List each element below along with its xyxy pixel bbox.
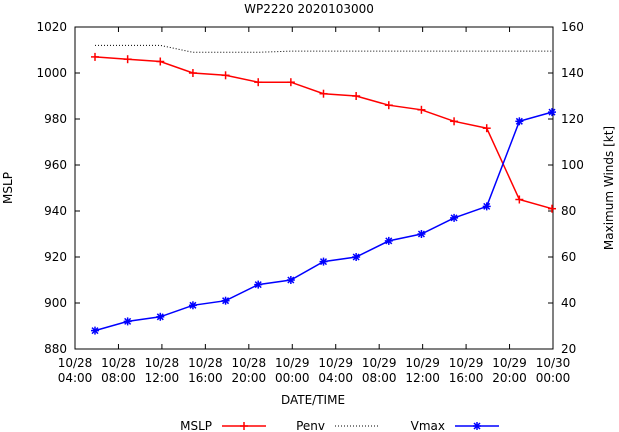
data-point-vmax [417, 230, 426, 238]
data-point-mslp [221, 71, 230, 80]
data-point-mslp [254, 78, 263, 87]
plot-frame [74, 26, 554, 350]
data-point-vmax [515, 117, 524, 126]
series-layer [91, 44, 556, 335]
legend-label-mslp: MSLP [180, 419, 212, 432]
data-point-mslp [548, 204, 556, 213]
x-tick-label-time: 20:00 [492, 371, 527, 385]
x-tick-label-date: 10/28 [188, 356, 223, 370]
data-point-mslp [91, 52, 99, 61]
x-tick-label-time: 00:00 [275, 371, 310, 385]
y-axis-label-left: MSLP [1, 172, 15, 204]
x-tick-label-time: 04:00 [318, 371, 353, 385]
x-tick-label-date: 10/28 [58, 356, 93, 370]
y-tick-label-right: 80 [561, 204, 576, 218]
data-point-mslp [417, 105, 426, 114]
y-tick-label-left: 940 [44, 204, 67, 218]
data-point-vmax [123, 317, 132, 326]
y-tick-label-right: 60 [561, 250, 576, 264]
x-tick-label-date: 10/29 [449, 356, 484, 370]
x-tick-label-time: 16:00 [188, 371, 223, 385]
series-line-penv [95, 44, 552, 53]
y-tick-label-left: 900 [44, 296, 67, 310]
x-tick-label-time: 00:00 [536, 371, 571, 385]
x-tick-label-time: 04:00 [58, 371, 93, 385]
x-tick-label-date: 10/29 [362, 356, 397, 370]
y-tick-label-left: 980 [44, 112, 67, 126]
y-tick-label-left: 1020 [36, 20, 67, 34]
y-tick-label-right: 160 [561, 20, 584, 34]
x-tick-label-time: 08:00 [362, 371, 397, 385]
x-tick-label-date: 10/29 [275, 356, 310, 370]
x-tick-label-time: 16:00 [449, 371, 484, 385]
data-point-vmax [352, 253, 361, 261]
series-line-mslp [94, 56, 553, 210]
data-point-vmax [482, 202, 491, 211]
y-tick-label-right: 20 [561, 342, 576, 356]
data-point-vmax [254, 280, 263, 289]
y-tick-label-right: 140 [561, 66, 584, 80]
y-axis-label-right: Maximum Winds [kt] [602, 126, 616, 250]
data-point-mslp [384, 101, 393, 110]
data-point-vmax [319, 257, 328, 266]
data-point-vmax [156, 312, 165, 321]
axis-ticks: 10/2804:0010/2808:0010/2812:0010/2816:00… [36, 20, 583, 385]
y-tick-label-right: 40 [561, 296, 576, 310]
data-point-mslp [156, 57, 165, 66]
x-tick-label-date: 10/28 [101, 356, 136, 370]
data-point-mslp [352, 92, 361, 100]
data-point-vmax [91, 326, 99, 335]
y-tick-label-left: 920 [44, 250, 67, 264]
data-point-vmax [384, 236, 393, 245]
x-tick-label-date: 10/28 [232, 356, 267, 370]
x-axis-label: DATE/TIME [281, 393, 345, 407]
data-point-mslp [286, 78, 295, 87]
data-point-vmax [221, 296, 230, 305]
data-point-mslp [319, 89, 328, 98]
x-tick-label-date: 10/28 [145, 356, 180, 370]
x-tick-label-time: 08:00 [101, 371, 136, 385]
data-point-mslp [482, 124, 491, 133]
x-tick-label-time: 20:00 [232, 371, 267, 385]
x-tick-label-date: 10/29 [318, 356, 353, 370]
y-tick-label-right: 100 [561, 158, 584, 172]
x-tick-label-date: 10/29 [492, 356, 527, 370]
data-point-mslp [188, 69, 197, 77]
y-tick-label-left: 1000 [36, 66, 67, 80]
x-tick-label-date: 10/29 [405, 356, 440, 370]
x-tick-label-date: 10/30 [536, 356, 571, 370]
y-tick-label-left: 960 [44, 158, 67, 172]
x-tick-label-time: 12:00 [145, 371, 180, 385]
data-point-mslp [515, 195, 524, 204]
series-line-vmax [94, 111, 553, 332]
legend-label-vmax: Vmax [411, 419, 445, 432]
chart-title: WP2220 2020103000 [244, 2, 374, 16]
y-tick-label-left: 880 [44, 342, 67, 356]
legend-label-penv: Penv [296, 419, 325, 432]
data-point-vmax [286, 276, 295, 284]
data-point-mslp [450, 117, 459, 126]
legend: MSLP Penv Vmax [180, 419, 499, 432]
y-tick-label-right: 120 [561, 112, 584, 126]
data-point-vmax [450, 213, 459, 222]
data-point-mslp [123, 55, 132, 64]
data-point-vmax [548, 108, 556, 117]
data-point-vmax [188, 301, 197, 310]
x-tick-label-time: 12:00 [405, 371, 440, 385]
